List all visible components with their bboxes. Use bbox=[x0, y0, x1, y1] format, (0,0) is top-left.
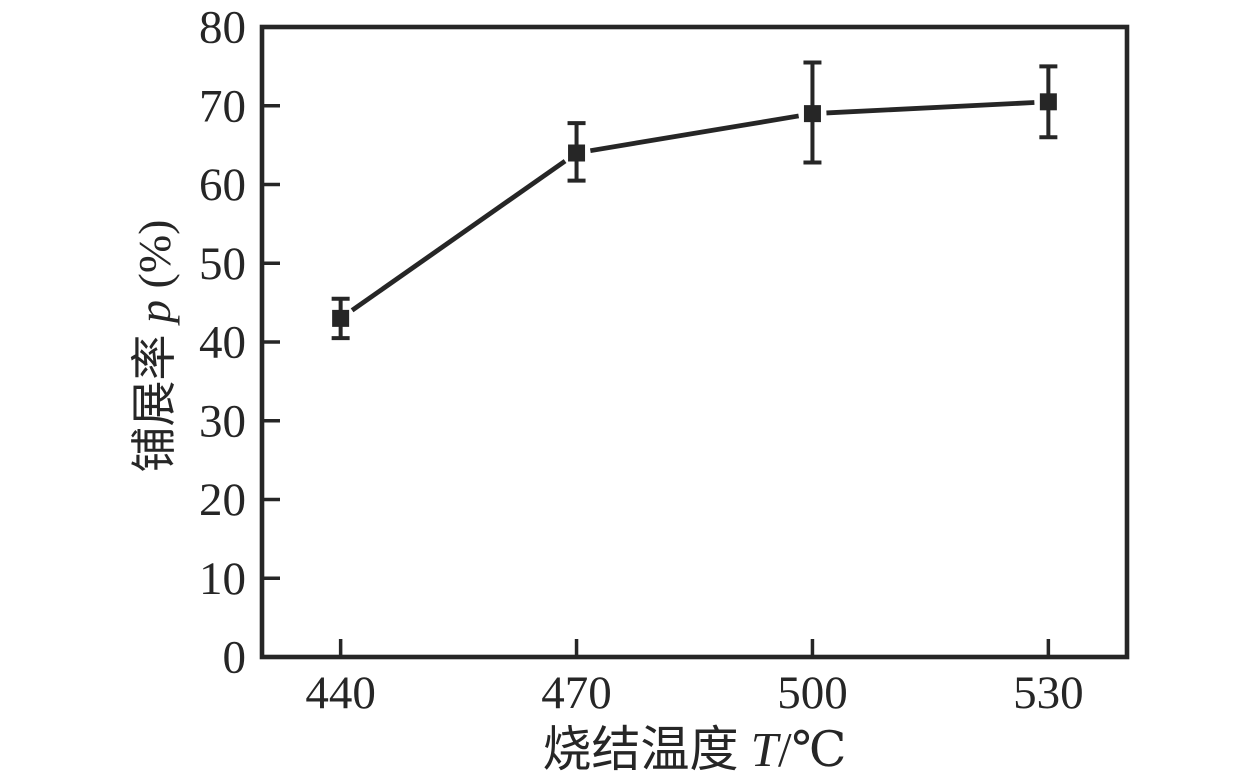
y-tick-label: 50 bbox=[199, 238, 246, 290]
x-axis-title-part: 烧结温度 bbox=[543, 722, 751, 777]
plot-frame bbox=[259, 24, 1130, 660]
series-line-segment bbox=[826, 100, 1035, 116]
y-axis-title: 铺展率 p (%) bbox=[129, 220, 180, 473]
y-axis-title-part: 铺展率 bbox=[129, 323, 180, 473]
x-tick-label: 530 bbox=[1013, 667, 1084, 719]
series-line-segment bbox=[350, 159, 567, 313]
x-tick-label: 500 bbox=[777, 667, 848, 719]
y-axis-title-part: (%) bbox=[129, 220, 180, 300]
x-axis-title-part: /℃ bbox=[778, 722, 846, 777]
data-point-marker bbox=[332, 309, 350, 327]
x-tick-label: 470 bbox=[541, 667, 612, 719]
series-line-segment bbox=[589, 113, 800, 154]
data-point-marker bbox=[1039, 93, 1057, 111]
y-tick-label: 70 bbox=[199, 80, 246, 132]
x-axis-title: 烧结温度 T/℃ bbox=[543, 722, 847, 777]
y-axis-title-part: p bbox=[129, 300, 180, 326]
y-tick-label: 20 bbox=[199, 474, 246, 526]
y-tick-label: 40 bbox=[199, 317, 246, 369]
y-tick-label: 80 bbox=[199, 2, 246, 54]
y-tick-label: 0 bbox=[223, 632, 247, 684]
x-axis-title-part: T bbox=[751, 722, 782, 777]
data-point-marker bbox=[568, 144, 586, 162]
y-tick-label: 60 bbox=[199, 159, 246, 211]
y-tick-label: 10 bbox=[199, 553, 246, 605]
data-point-marker bbox=[803, 105, 821, 123]
x-tick-label: 440 bbox=[305, 667, 376, 719]
y-tick-label: 30 bbox=[199, 395, 246, 447]
